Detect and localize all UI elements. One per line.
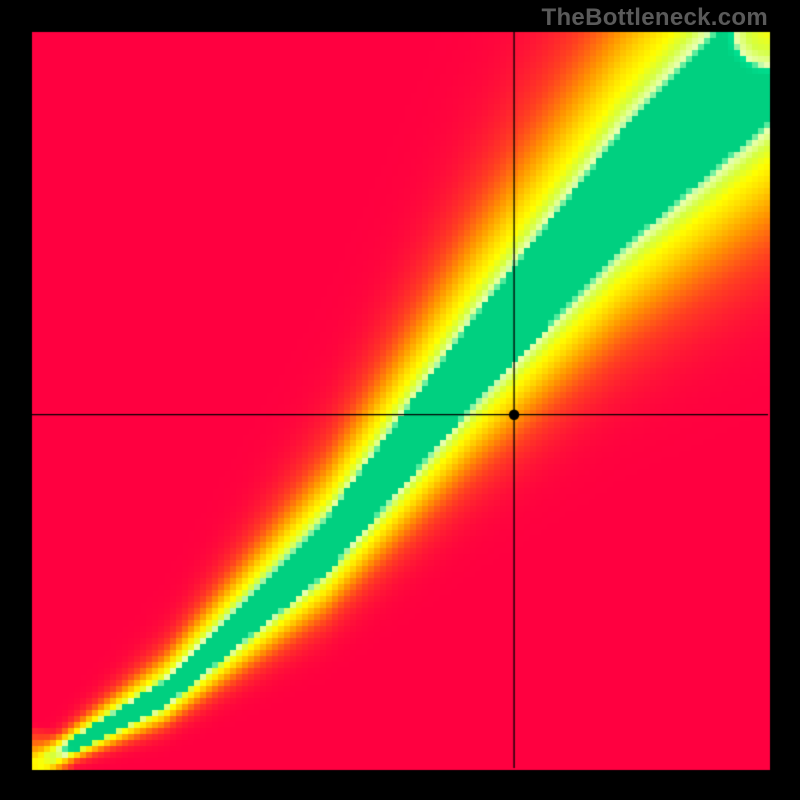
watermark-text: TheBottleneck.com [542, 4, 768, 32]
bottleneck-heatmap [0, 0, 800, 800]
chart-container: TheBottleneck.com [0, 0, 800, 800]
